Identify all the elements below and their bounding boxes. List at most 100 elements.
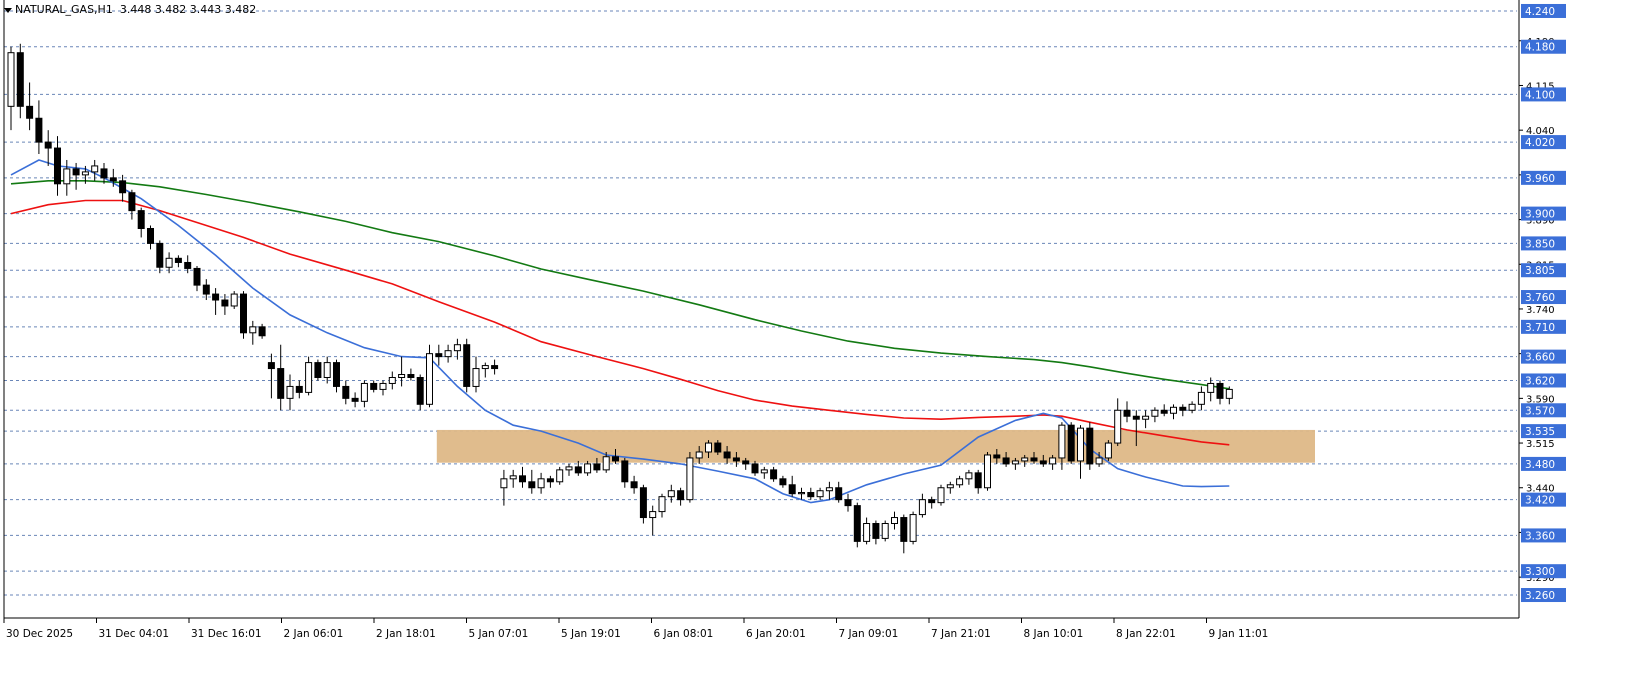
zone-rect: [436, 429, 1315, 463]
candle-body: [1021, 457, 1029, 462]
candle-body: [639, 487, 647, 519]
level-label-bg: [1521, 403, 1566, 418]
level-label-bg: [1521, 87, 1566, 102]
dropdown-triangle-icon[interactable]: [4, 7, 12, 13]
candle-body: [342, 385, 350, 399]
chart-header: NATURAL_GAS,H1 3.448 3.482 3.443 3.482: [4, 3, 256, 16]
candle-body: [221, 299, 229, 307]
candle-body: [1039, 460, 1047, 465]
ohlc-values: 3.448 3.482 3.443 3.482: [119, 3, 257, 16]
candle-body: [779, 478, 787, 486]
time-tick-label: 6 Jan 20:01: [746, 628, 806, 640]
price-tick-label: 3.440: [1526, 484, 1555, 495]
candle-body: [1207, 382, 1215, 393]
candle-body: [91, 165, 99, 173]
candle-body: [1225, 388, 1233, 399]
candle-body: [1216, 382, 1224, 399]
candle-body: [165, 257, 173, 268]
candle-body: [491, 365, 499, 370]
level-label: 3.710: [1525, 322, 1555, 334]
price-tick-label: 3.890: [1526, 216, 1555, 227]
candle-body: [1170, 406, 1177, 414]
candle-body: [44, 141, 52, 149]
candle-body: [1197, 391, 1205, 405]
level-label: 3.300: [1525, 566, 1555, 578]
candle-body: [360, 382, 368, 402]
level-label-bg: [1521, 319, 1566, 334]
level-label-bg: [1521, 528, 1566, 543]
candle-body: [677, 490, 685, 501]
level-label-bg: [1521, 492, 1566, 507]
level-label-bg: [1521, 263, 1566, 278]
candle-body: [351, 397, 359, 402]
candle-body: [295, 385, 303, 393]
candle-body: [528, 481, 536, 489]
candle-body: [16, 52, 24, 107]
level-label-bg: [1521, 290, 1566, 305]
candle-body: [1123, 409, 1131, 417]
candle-body: [705, 442, 712, 453]
time-tick-label: 2 Jan 06:01: [284, 628, 344, 640]
candle-body: [1114, 409, 1122, 444]
candle-body: [509, 475, 517, 480]
level-label: 3.805: [1525, 265, 1555, 277]
time-tick-label: 5 Jan 19:01: [561, 628, 621, 640]
level-label: 3.360: [1525, 530, 1555, 542]
candle-body: [240, 293, 247, 334]
level-label: 4.020: [1525, 137, 1555, 149]
candle-body: [156, 242, 164, 268]
candle-body: [333, 362, 340, 387]
time-tick-label: 5 Jan 07:01: [469, 628, 529, 640]
level-label: 3.420: [1525, 495, 1555, 507]
level-label: 3.850: [1525, 238, 1555, 250]
ma-fast-line: [10, 159, 1230, 504]
time-tick-label: 8 Jan 22:01: [1116, 628, 1176, 640]
candle-body: [537, 478, 545, 489]
candle-body: [230, 293, 238, 307]
candle-body: [714, 442, 722, 453]
candle-body: [184, 261, 192, 269]
time-tick-label: 7 Jan 09:01: [839, 628, 899, 640]
candle-body: [872, 523, 880, 539]
candle-body: [816, 490, 824, 498]
time-tick-label: 9 Jan 11:01: [1209, 628, 1269, 640]
candle-body: [202, 284, 210, 295]
level-label-bg: [1521, 3, 1566, 18]
candle-body: [928, 499, 936, 504]
candle-body: [54, 147, 61, 185]
candle-body: [993, 454, 1001, 459]
candle-body: [825, 487, 833, 492]
candle-body: [267, 362, 275, 370]
candle-body: [137, 210, 145, 230]
candle-body: [658, 496, 666, 513]
candle-body: [965, 472, 973, 480]
candle-body: [937, 487, 945, 504]
candle-body: [742, 460, 750, 465]
candle-body: [844, 499, 852, 507]
candle-body: [314, 362, 322, 378]
candle-body: [277, 368, 285, 399]
level-label-bg: [1521, 236, 1566, 251]
level-label: 3.620: [1525, 375, 1555, 387]
candle-body: [695, 451, 703, 459]
candle-body: [249, 326, 257, 334]
candle-body: [147, 228, 154, 244]
candle-body: [649, 511, 657, 519]
candle-body: [1104, 442, 1112, 459]
candle-body: [453, 344, 461, 352]
candle-body: [593, 463, 601, 471]
price-tick-label: 3.515: [1526, 439, 1555, 450]
candle-body: [416, 376, 424, 405]
ma-slow-line: [10, 180, 1230, 390]
time-tick-label: 6 Jan 08:01: [654, 628, 714, 640]
candles: [7, 43, 1233, 554]
level-label-bg: [1521, 170, 1566, 185]
candle-body: [621, 460, 629, 483]
candle-body: [370, 382, 378, 390]
candle-body: [7, 52, 15, 107]
candle-body: [891, 517, 898, 525]
candle-body: [81, 171, 89, 176]
candle-body: [1142, 415, 1150, 420]
